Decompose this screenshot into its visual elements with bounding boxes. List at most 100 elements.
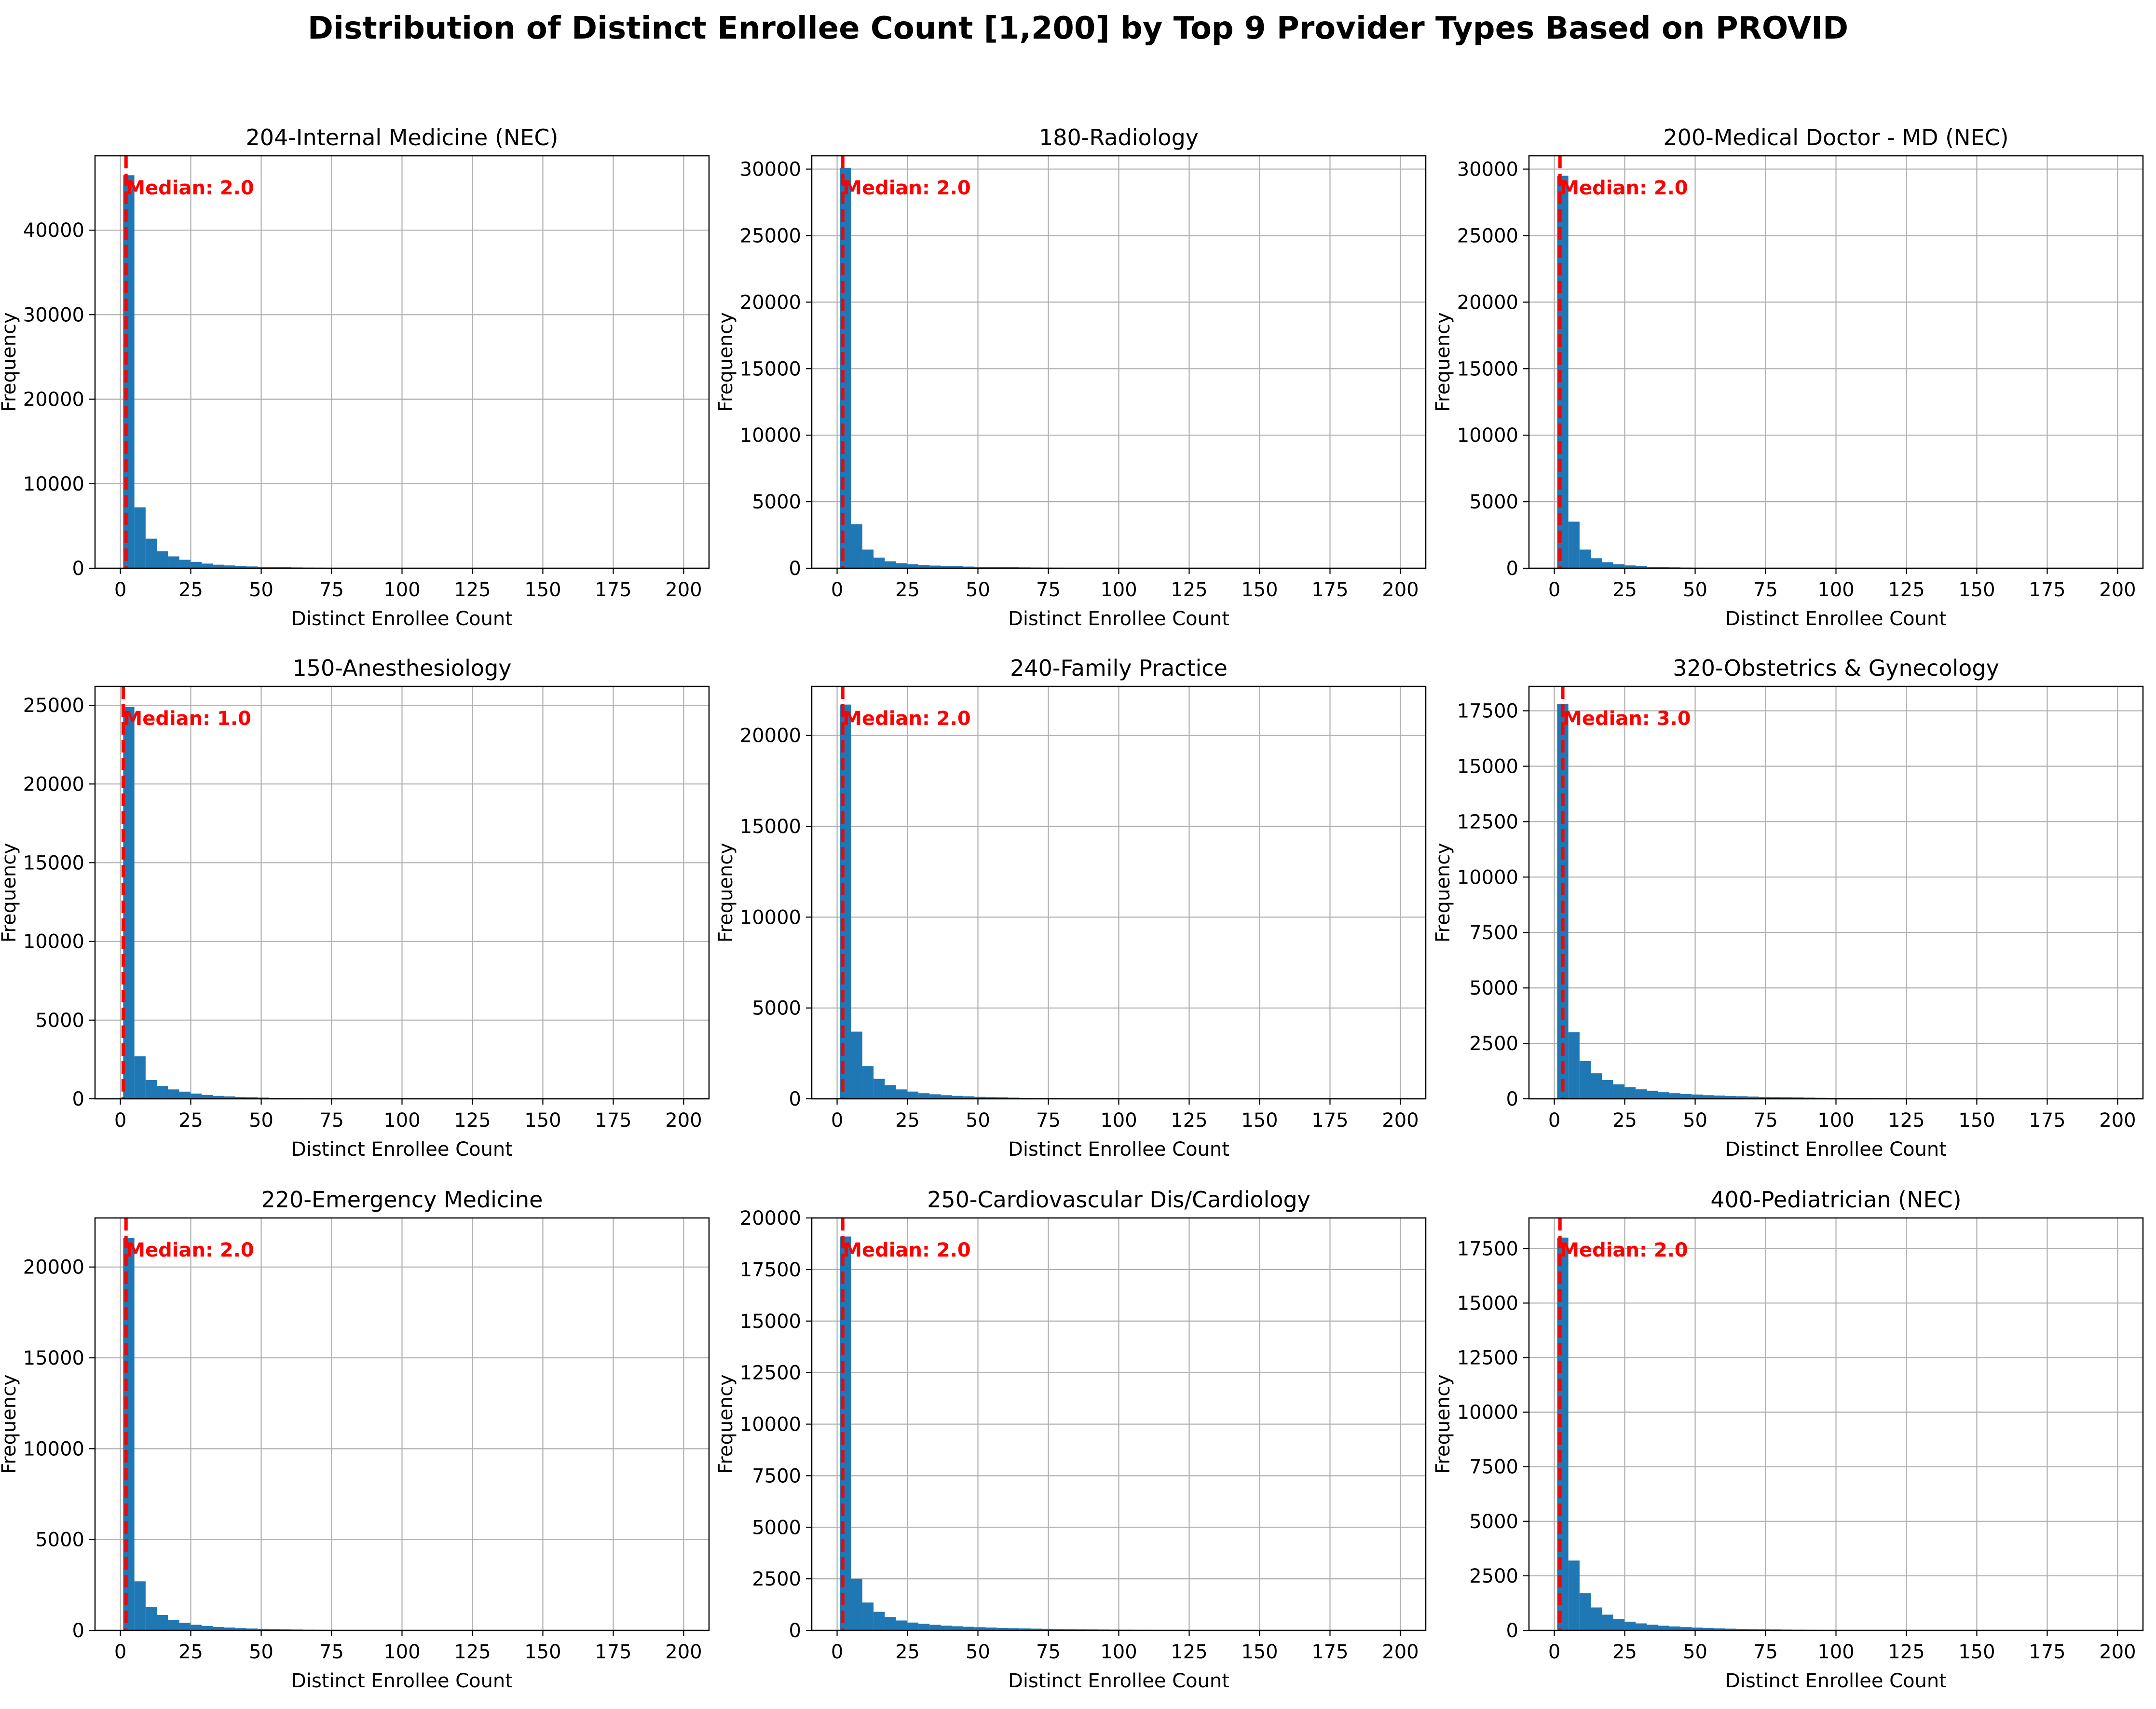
y-tick-label: 10000 (740, 424, 801, 447)
panel-title: 400-Pediatrician (NEC) (1710, 1187, 1961, 1213)
histogram-bar (918, 565, 930, 568)
y-tick-label: 15000 (1457, 755, 1518, 778)
x-tick-label: 0 (831, 1109, 843, 1132)
histogram-bar (1736, 1096, 1748, 1099)
x-tick-label: 150 (1241, 1641, 1278, 1663)
y-tick-label: 10000 (23, 473, 84, 495)
x-tick-label: 0 (114, 1641, 126, 1663)
histogram-bar (168, 1089, 179, 1099)
y-tick-label: 2500 (1469, 1565, 1518, 1587)
histogram-bar (1714, 1628, 1726, 1630)
histogram-bar (1636, 566, 1647, 568)
histogram-bar (985, 567, 997, 568)
panel-title: 204-Internal Medicine (NEC) (246, 124, 559, 150)
x-tick-label: 75 (1036, 1109, 1061, 1132)
histogram-bar (202, 1094, 213, 1099)
histogram-bar (907, 1091, 919, 1099)
x-tick-label: 75 (1036, 579, 1061, 601)
x-tick-label: 100 (1817, 1641, 1854, 1663)
y-tick-label: 25000 (740, 225, 801, 247)
x-tick-label: 25 (895, 1641, 920, 1663)
x-tick-label: 25 (1612, 579, 1637, 601)
x-tick-label: 50 (966, 579, 990, 601)
histogram-bar (235, 566, 247, 568)
histogram-bar (851, 1579, 862, 1630)
histogram-bar (157, 1086, 168, 1099)
x-axis-label: Distinct Enrollee Count (1725, 1138, 1947, 1161)
histogram-bar (1703, 1095, 1714, 1099)
x-tick-label: 200 (665, 579, 702, 601)
x-tick-label: 75 (1753, 1109, 1778, 1132)
median-label: Median: 2.0 (843, 1239, 971, 1261)
x-tick-label: 100 (1100, 1109, 1137, 1132)
y-tick-label: 2500 (1469, 1033, 1518, 1055)
histogram-bar (145, 1080, 157, 1099)
x-tick-label: 0 (1548, 1641, 1560, 1663)
histogram-bar (258, 1628, 269, 1630)
histogram-bar (157, 1614, 168, 1630)
histogram-bar (918, 1093, 930, 1099)
histogram-bar (246, 1097, 258, 1099)
y-tick-label: 0 (789, 1088, 801, 1110)
x-tick-label: 150 (1958, 1641, 1995, 1663)
x-tick-label: 50 (1683, 1109, 1707, 1132)
median-label: Median: 2.0 (843, 177, 971, 199)
x-tick-label: 125 (454, 579, 491, 601)
x-tick-label: 125 (454, 1641, 491, 1663)
panel-title: 200-Medical Doctor - MD (NEC) (1663, 124, 2008, 150)
x-tick-label: 50 (249, 1109, 273, 1132)
x-tick-label: 150 (1241, 579, 1278, 601)
y-tick-label: 0 (72, 558, 84, 580)
y-tick-label: 17500 (1457, 700, 1518, 723)
y-tick-label: 0 (789, 1620, 801, 1642)
x-tick-label: 0 (1548, 1109, 1560, 1132)
histogram-bar (1725, 1096, 1737, 1099)
histogram-bar (896, 1089, 907, 1099)
histogram-bar (885, 1617, 896, 1630)
y-tick-label: 30000 (23, 304, 84, 326)
y-tick-label: 10000 (740, 906, 801, 929)
histogram-bar (1658, 1626, 1669, 1630)
x-tick-label: 125 (1888, 579, 1924, 601)
y-tick-label: 20000 (1457, 291, 1518, 314)
x-axis-label: Distinct Enrollee Count (291, 608, 513, 630)
x-tick-label: 0 (831, 1641, 843, 1663)
y-tick-label: 5000 (1469, 491, 1518, 513)
histogram-bar (1680, 1094, 1692, 1099)
y-tick-label: 7500 (752, 1465, 801, 1487)
x-tick-label: 175 (2029, 1641, 2065, 1663)
y-tick-label: 15000 (1457, 1292, 1518, 1314)
x-tick-label: 125 (1171, 1109, 1207, 1132)
y-tick-label: 20000 (740, 291, 801, 314)
histogram-bar (1647, 1625, 1658, 1630)
x-tick-label: 75 (319, 579, 344, 601)
median-label: Median: 2.0 (126, 177, 254, 199)
x-tick-label: 50 (249, 1641, 273, 1663)
x-tick-label: 100 (1817, 579, 1854, 601)
y-tick-label: 15000 (23, 852, 84, 874)
y-tick-label: 30000 (1457, 159, 1518, 181)
histogram-bar (974, 1096, 986, 1099)
histogram-bar (1692, 1094, 1703, 1099)
x-tick-label: 125 (1171, 1641, 1207, 1663)
histogram-panel: Median: 2.0 0 25 50 75 100 125 150 175 200 0 10000 2… (0, 124, 710, 630)
x-tick-label: 25 (178, 579, 203, 601)
y-tick-label: 20000 (740, 1207, 801, 1230)
y-tick-label: 0 (1506, 558, 1518, 580)
y-tick-label: 5000 (1469, 1511, 1518, 1533)
x-tick-label: 25 (178, 1109, 203, 1132)
histogram-bar (1041, 1628, 1053, 1630)
y-tick-label: 40000 (23, 219, 84, 242)
histogram-bar (1714, 1095, 1726, 1099)
x-tick-label: 75 (1036, 1641, 1061, 1663)
x-axis-label: Distinct Enrollee Count (1008, 608, 1229, 630)
y-tick-label: 15000 (1457, 358, 1518, 380)
x-tick-label: 175 (1311, 1109, 1348, 1132)
histogram-bar (1669, 1626, 1681, 1630)
histogram-bar (190, 1625, 202, 1630)
x-tick-label: 175 (2029, 1109, 2065, 1132)
y-tick-label: 17500 (740, 1259, 801, 1281)
histogram-bar (1725, 1628, 1737, 1630)
histogram-bar (1613, 1619, 1624, 1630)
